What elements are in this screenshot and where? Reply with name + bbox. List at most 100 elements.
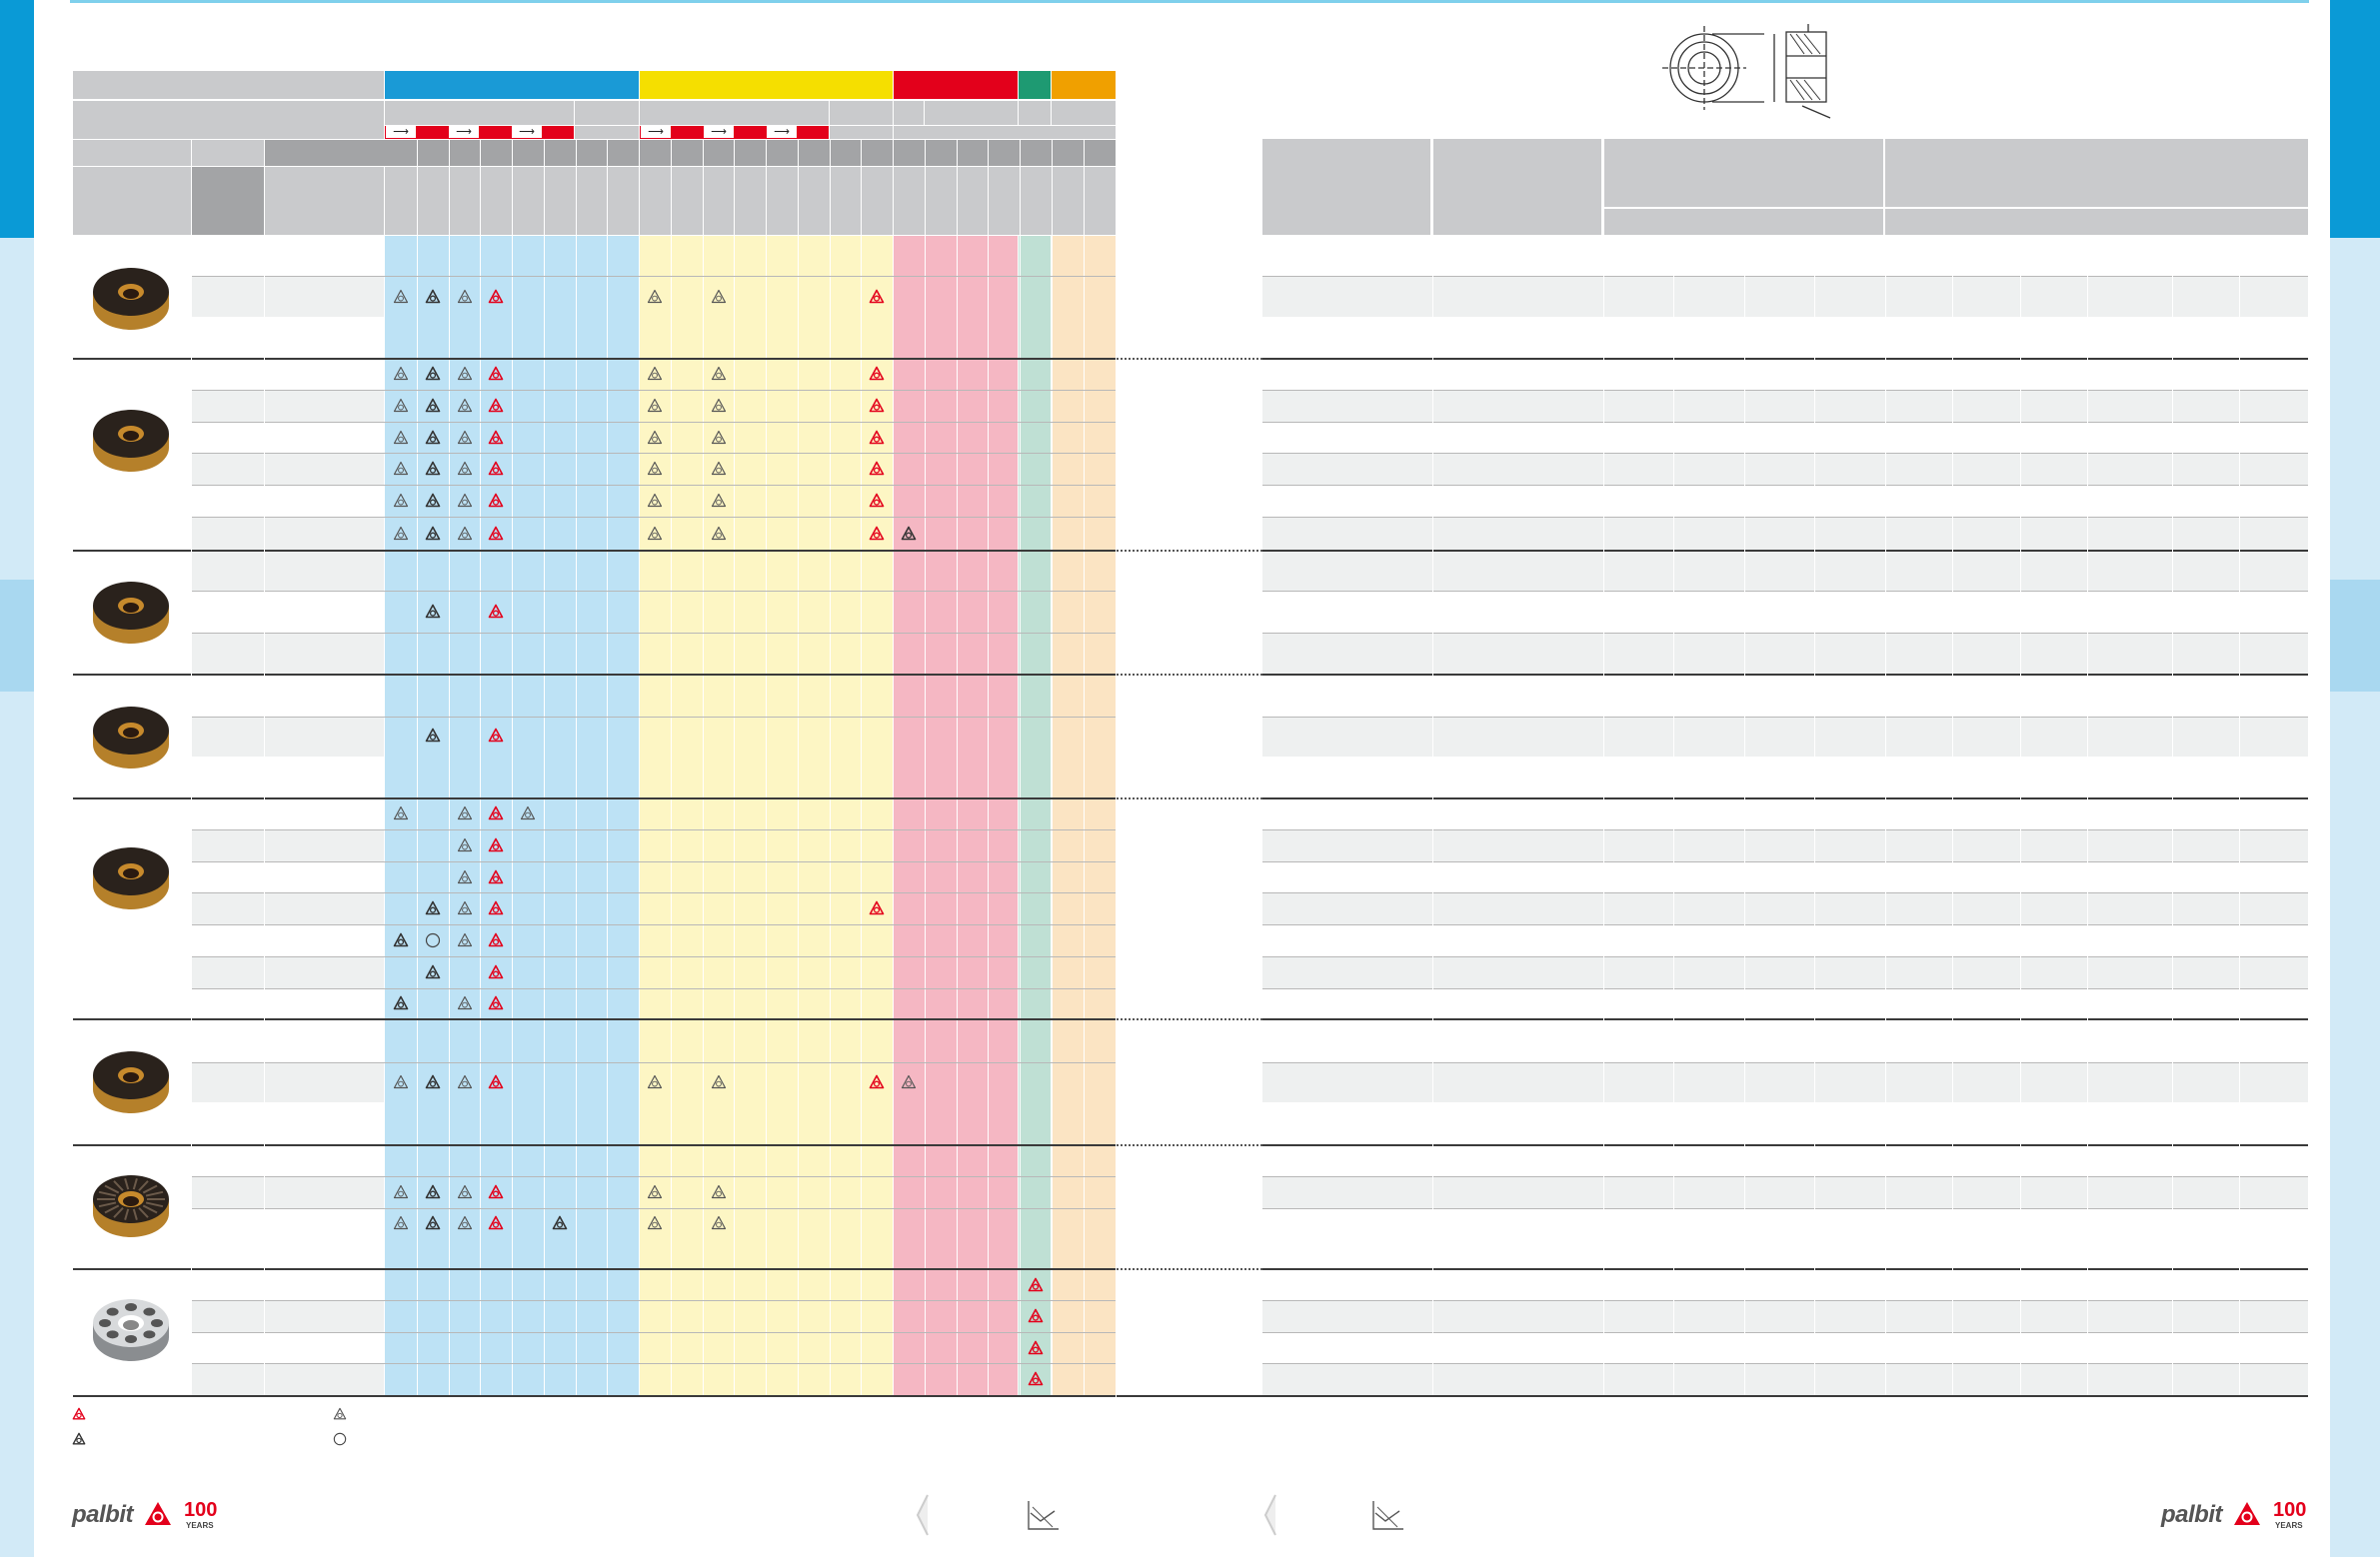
row-separator [192,517,1116,518]
label-column-separator [264,140,265,1395]
row-separator [1262,717,2308,718]
chevron-left-icon[interactable] [914,1493,932,1537]
recommended-triangle-icon [488,526,504,541]
left-tab-active-top[interactable] [0,0,34,238]
table-row-shade [192,1176,384,1208]
recommended-triangle-icon [488,1184,504,1199]
footer-logo-right: palbit 100 YEARS [2161,1499,2321,1535]
alternative-triangle-icon [711,430,727,445]
row-separator [1262,861,2308,862]
alternative-triangle-icon [457,900,473,915]
table-row-shade [192,1062,384,1102]
grade-column-separator [1052,140,1053,1395]
table-row-shade [192,1363,384,1395]
right-header-col3 [1603,139,1883,207]
row-separator [192,924,1116,925]
row-separator [192,892,1116,893]
alternative-triangle-icon [457,1215,473,1230]
grade-column-separator [1020,140,1021,1395]
alternative-triangle-icon [393,461,409,476]
header-row2-s [1052,101,1116,125]
row-separator [192,1176,1116,1177]
right-column-separator [1432,139,1433,1395]
group-dotted-separator [1117,1018,1262,1020]
right-column-separator [2087,236,2088,1395]
alternative-triangle-icon [647,1074,663,1089]
group-separator [73,550,1116,552]
alternative-triangle-icon [457,995,473,1010]
row-separator [192,861,1116,862]
group-dotted-separator [1117,1144,1262,1146]
right-header-col4 [1885,139,2308,207]
table-row-shade [192,717,384,757]
grade-column-separator [576,140,577,1395]
table-row-shade [1262,276,2308,317]
left-tab-active-mid[interactable] [0,580,34,692]
recommended-triangle-icon [488,430,504,445]
grade-column-separator [1084,140,1085,1395]
table-row-shade [1262,892,2308,924]
standard-triangle-icon [901,526,917,541]
grade-column-separator [957,140,958,1395]
years-label-left: YEARS [186,1521,214,1530]
recommended-triangle-icon [488,995,504,1010]
recommended-triangle-icon [488,398,504,413]
group-separator [73,1144,1116,1146]
palbit-logo-icon [2234,1502,2260,1525]
table-row-shade [192,633,384,675]
table-row-shade [1262,829,2308,861]
arrow-right-icon: ⟶ [386,126,416,138]
standard-triangle-icon [425,430,441,445]
right-column-separator [1673,236,1674,1395]
header-row2-k2 [925,101,1018,125]
label-column-separator [191,140,192,1395]
standard-triangle-icon [425,289,441,304]
recommended-triangle-icon [488,932,504,947]
grade-column-separator [417,140,418,1395]
alternative-triangle-icon [393,805,409,820]
table-row-shade [1262,1062,2308,1102]
group-separator [73,1268,1116,1270]
right-column-separator [1885,236,1886,1395]
alternative-triangle-icon [520,805,536,820]
header-row3-label [73,140,264,166]
alternative-triangle-icon [457,289,473,304]
right-tab-active-top[interactable] [2330,0,2380,238]
group-separator [73,1018,1116,1020]
table-row-shade [1262,551,2308,591]
chevron-left-icon[interactable] [1261,1493,1279,1537]
recommended-triangle-icon [72,1407,86,1420]
standard-triangle-icon [425,526,441,541]
row-separator [1262,1332,2308,1333]
recommended-triangle-icon [1028,1277,1044,1292]
header-insert-col [73,167,191,235]
alternative-triangle-icon [647,289,663,304]
row-separator [1262,390,2308,391]
alternative-triangle-icon [393,366,409,381]
recommended-triangle-icon [488,1074,504,1089]
row-separator [1262,924,2308,925]
header-row2-m1 [640,101,829,125]
cutting-graph-icon[interactable] [1025,1499,1061,1533]
alternative-triangle-icon [711,1215,727,1230]
right-column-separator [1814,236,1815,1395]
header-grades-block [385,167,1116,235]
alternative-triangle-icon [393,1074,409,1089]
alternative-triangle-icon [393,1215,409,1230]
insert-image [93,1299,169,1361]
k-zone [894,236,1018,1395]
standard-triangle-icon [425,1074,441,1089]
recommended-triangle-icon [869,526,885,541]
standard-triangle-icon [72,1432,86,1445]
recommended-triangle-icon [1028,1371,1044,1386]
header-dim-col [192,167,264,235]
right-tab-active-mid[interactable] [2330,580,2380,692]
insert-image [93,582,169,644]
row-separator [192,717,1116,718]
cutting-graph-icon[interactable] [1369,1499,1405,1533]
alternative-triangle-icon [393,526,409,541]
alternative-triangle-icon [457,837,473,852]
p-arrow-tail [575,126,639,139]
grade-column-separator [544,140,545,1395]
standard-triangle-icon [425,900,441,915]
